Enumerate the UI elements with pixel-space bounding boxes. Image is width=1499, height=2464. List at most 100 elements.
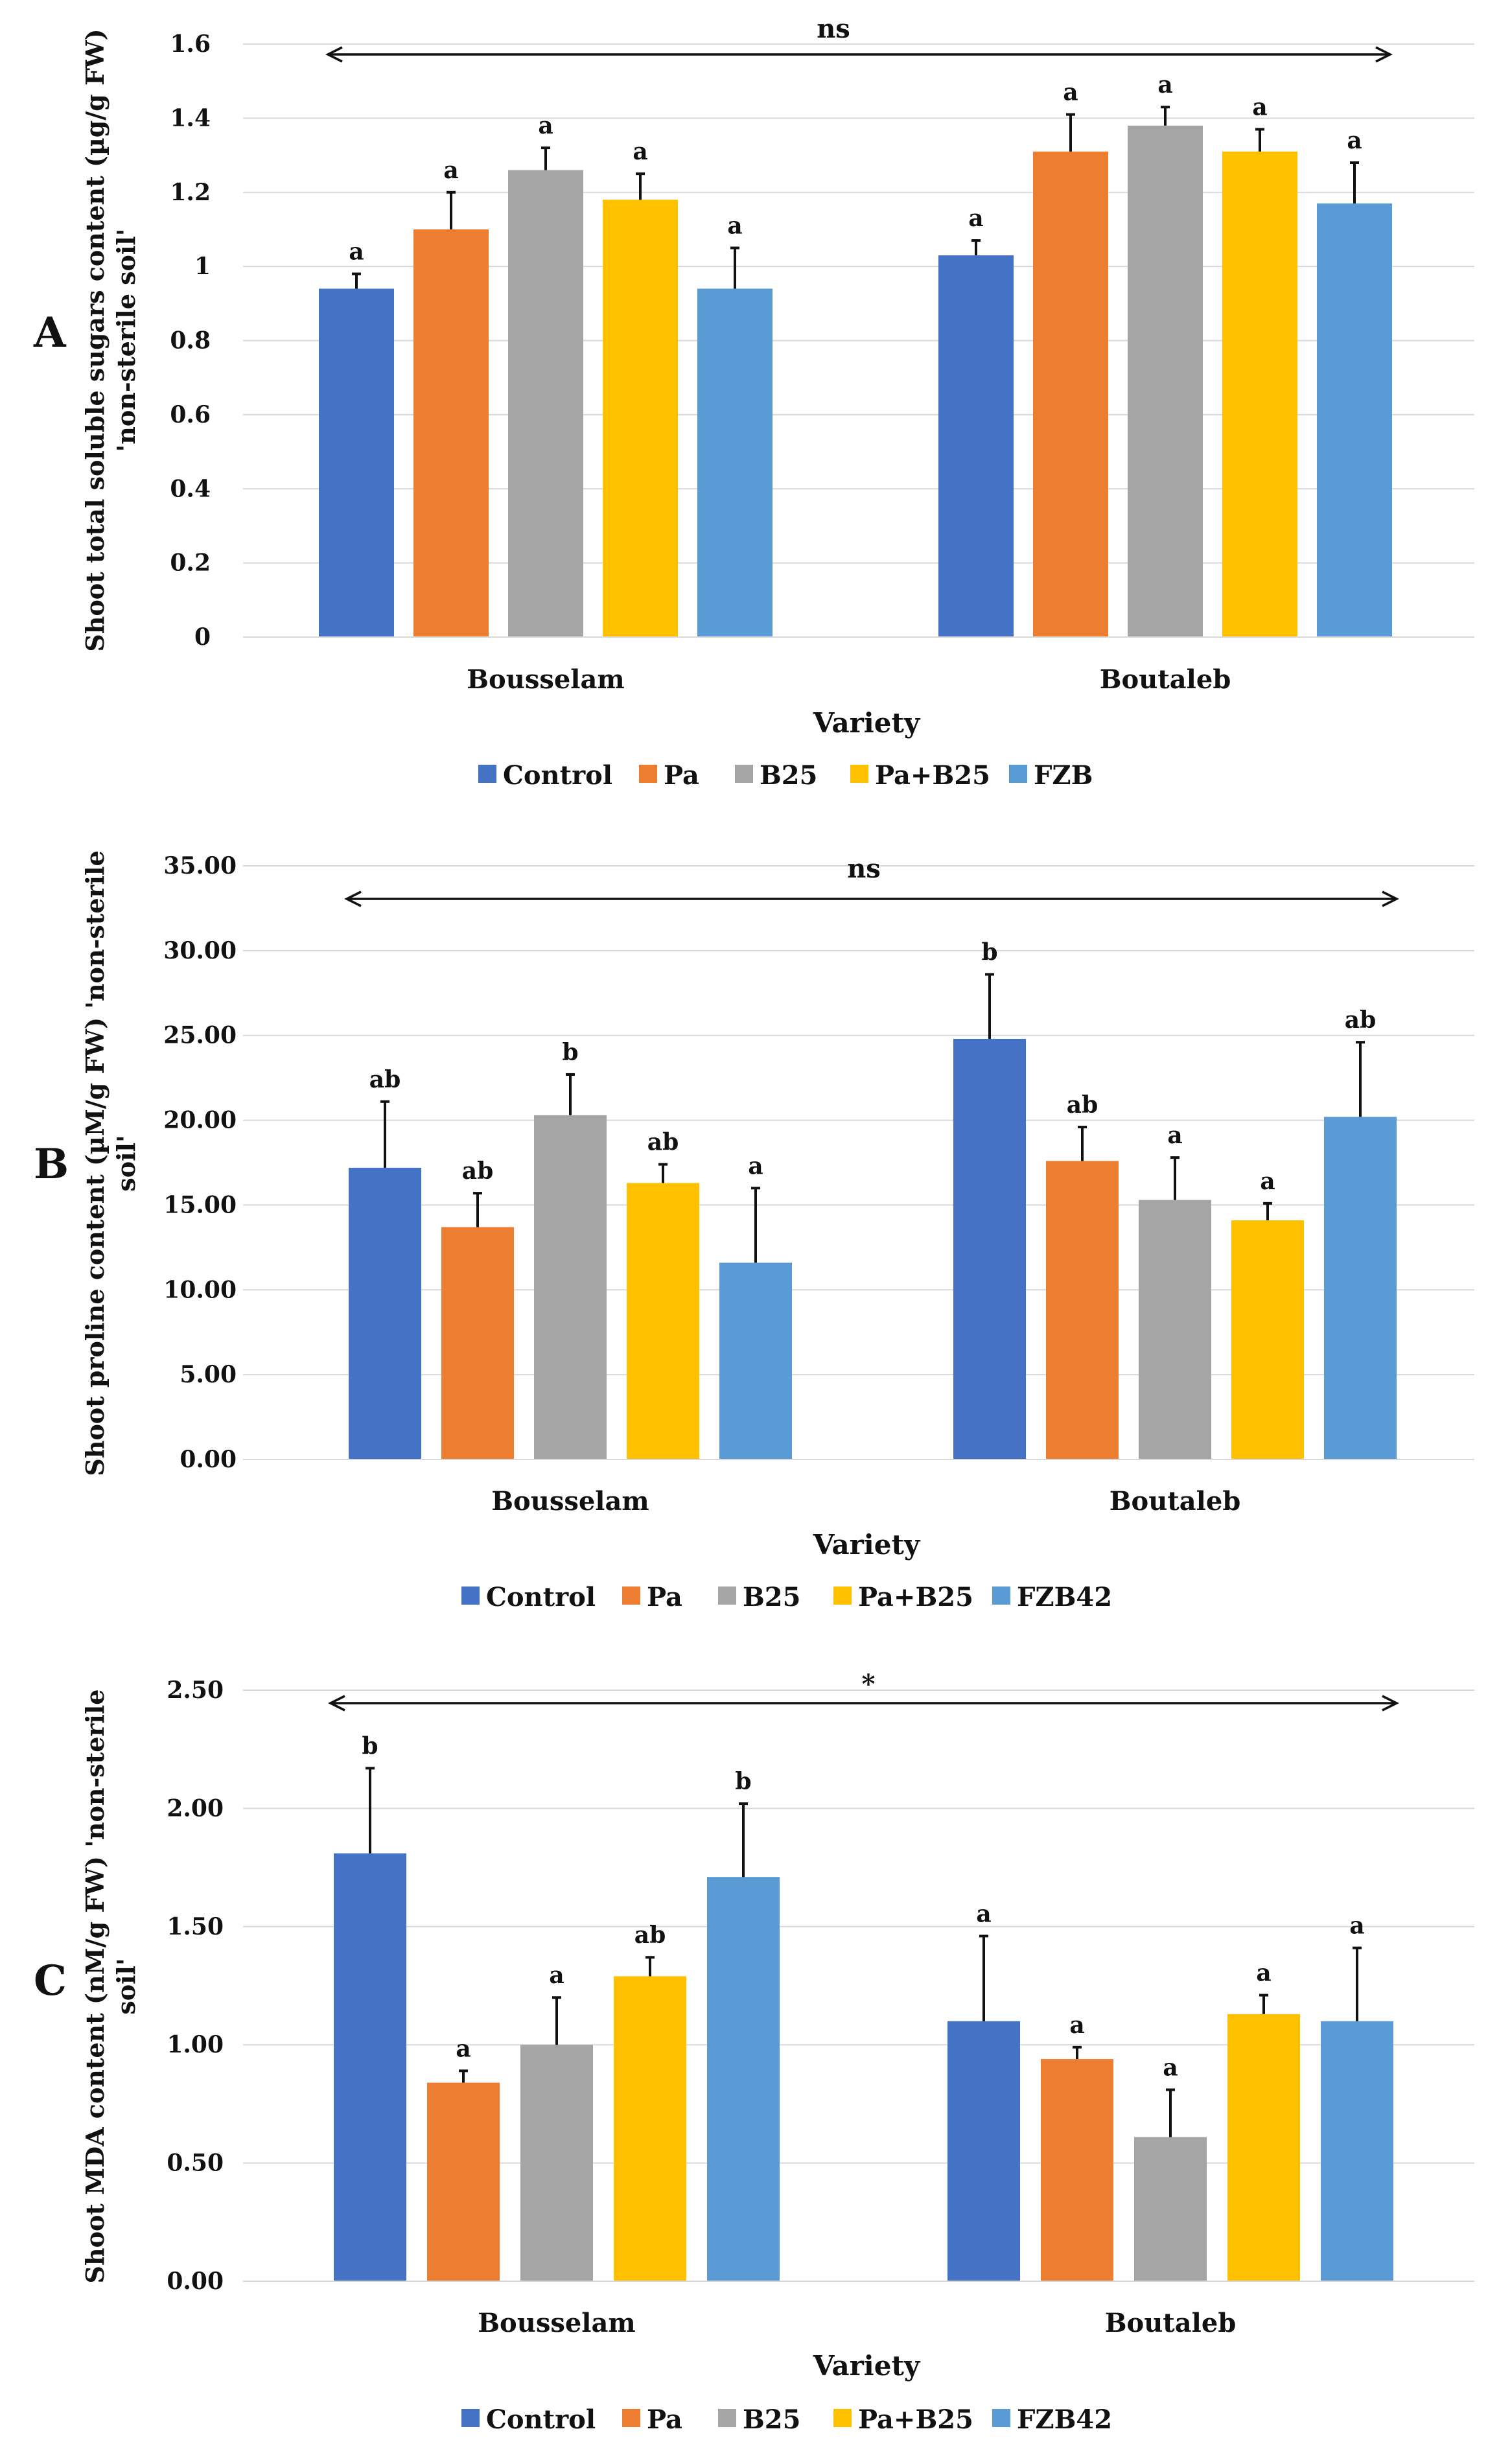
significance-letter: ab bbox=[1067, 1091, 1098, 1119]
bar-fzb-bousselam bbox=[697, 288, 773, 637]
bar-b25-bousselam bbox=[534, 1115, 607, 1459]
significance-letter: a bbox=[549, 1962, 564, 1989]
y-tick-label: 2.00 bbox=[167, 1795, 224, 1822]
legend-swatch bbox=[461, 1586, 480, 1605]
y-tick-label: 1.50 bbox=[167, 1913, 224, 1940]
legend-swatch bbox=[718, 1586, 736, 1605]
significance-letter: a bbox=[456, 2035, 471, 2062]
legend-swatch bbox=[622, 1586, 640, 1605]
x-axis-title: Variety bbox=[813, 2350, 921, 2382]
legend-swatch bbox=[478, 765, 496, 783]
y-axis-title-line: soil' bbox=[111, 1135, 141, 1191]
significance-letter: ab bbox=[647, 1129, 679, 1156]
bar-control-bousselam bbox=[319, 288, 394, 637]
bar-control-bousselam bbox=[334, 1853, 406, 2281]
y-axis-title: Shoot MDA content (nM/g FW) 'non-sterile… bbox=[80, 1690, 141, 2284]
significance-letter: a bbox=[1347, 127, 1362, 154]
bar-fzb42-boutaleb bbox=[1324, 1117, 1397, 1459]
y-axis-title-line: 'non-sterile soil' bbox=[111, 229, 141, 452]
y-tick-label: 1 bbox=[194, 253, 211, 280]
significance-letter: a bbox=[748, 1152, 763, 1180]
significance-letter: a bbox=[633, 138, 647, 165]
x-tick-label: Bousselam bbox=[478, 2308, 636, 2338]
panel-c-chart: 0.000.501.001.502.002.50baaaaaababaBouss… bbox=[34, 1669, 1474, 2435]
y-axis-title-line: soil' bbox=[111, 1958, 141, 2014]
y-tick-label: 1.6 bbox=[170, 30, 211, 58]
arrow-head-left bbox=[325, 46, 343, 63]
bar-pa-bousselam bbox=[413, 229, 489, 637]
significance-letter: a bbox=[1163, 2054, 1178, 2082]
legend-swatch bbox=[1009, 765, 1027, 783]
bar-b25-bousselam bbox=[508, 170, 583, 637]
y-tick-label: 0.8 bbox=[170, 327, 211, 354]
significance-letter: b bbox=[735, 1768, 751, 1795]
overall-significance: * bbox=[862, 1669, 876, 1699]
x-axis-title: Variety bbox=[813, 707, 921, 739]
bar-fzb42-bousselam bbox=[719, 1262, 792, 1459]
bar-fzb-boutaleb bbox=[1317, 203, 1392, 637]
legend-swatch bbox=[735, 765, 753, 783]
arrow-head-left bbox=[328, 1695, 345, 1712]
y-axis-title: Shoot proline content (µM/g FW) 'non-ste… bbox=[80, 850, 141, 1476]
y-tick-label: 0.00 bbox=[167, 2268, 224, 2295]
bar-control-bousselam bbox=[349, 1167, 421, 1459]
arrow-head-right bbox=[1375, 46, 1393, 63]
legend-swatch bbox=[833, 2409, 852, 2427]
legend-swatch bbox=[992, 1586, 1010, 1605]
bar-pa-bousselam bbox=[427, 2082, 500, 2281]
legend-entry-label: Control bbox=[503, 760, 612, 791]
legend-entry-label: B25 bbox=[743, 1582, 800, 1612]
bar-fzb42-boutaleb bbox=[1321, 2021, 1393, 2281]
significance-letter: a bbox=[1349, 1912, 1364, 1940]
y-tick-label: 30.00 bbox=[163, 937, 237, 964]
significance-letter: a bbox=[1157, 71, 1172, 99]
significance-letter: ab bbox=[369, 1066, 401, 1093]
bar-b25-boutaleb bbox=[1134, 2137, 1207, 2281]
significance-letter: a bbox=[1069, 2012, 1084, 2039]
legend-entry-label: Pa+B25 bbox=[875, 760, 990, 791]
overall-significance: ns bbox=[817, 14, 850, 44]
significance-letter: a bbox=[349, 238, 364, 266]
bar-pa-boutaleb bbox=[1046, 1161, 1119, 1459]
x-tick-label: Boutaleb bbox=[1105, 2308, 1237, 2338]
y-tick-label: 0.6 bbox=[170, 401, 211, 428]
bar-control-boutaleb bbox=[947, 2021, 1020, 2281]
arrow-head-right bbox=[1382, 1695, 1399, 1712]
x-axis-title: Variety bbox=[813, 1529, 921, 1561]
bar-b25-bousselam bbox=[520, 2045, 593, 2281]
legend-entry-label: FZB bbox=[1034, 760, 1093, 791]
legend-swatch bbox=[461, 2409, 480, 2427]
legend-entry-label: B25 bbox=[743, 2404, 800, 2435]
y-tick-label: 2.50 bbox=[167, 1677, 224, 1704]
y-tick-label: 0 bbox=[194, 623, 211, 651]
legend-swatch bbox=[850, 765, 868, 783]
y-tick-label: 5.00 bbox=[180, 1361, 237, 1388]
legend-entry-label: Control bbox=[486, 2404, 596, 2435]
legend-entry-label: FZB42 bbox=[1017, 2404, 1112, 2435]
panel-letter: C bbox=[34, 1957, 67, 2005]
arrow-head-left bbox=[344, 890, 362, 907]
y-tick-label: 0.2 bbox=[170, 550, 211, 577]
legend-entry-label: Control bbox=[486, 1582, 596, 1612]
x-tick-label: Boutaleb bbox=[1110, 1486, 1241, 1517]
significance-letter: b bbox=[362, 1732, 378, 1760]
y-tick-label: 0.4 bbox=[170, 475, 211, 502]
bar-pa-b25-bousselam bbox=[627, 1183, 699, 1459]
x-tick-label: Bousselam bbox=[467, 664, 625, 695]
x-tick-label: Boutaleb bbox=[1100, 664, 1231, 695]
legend-entry-label: Pa bbox=[664, 760, 699, 791]
y-tick-label: 10.00 bbox=[163, 1276, 237, 1303]
bar-pa-boutaleb bbox=[1033, 151, 1108, 637]
panel-b-chart: 0.005.0010.0015.0020.0025.0030.0035.00ab… bbox=[34, 850, 1474, 1612]
bar-b25-boutaleb bbox=[1128, 125, 1203, 637]
significance-letter: a bbox=[538, 112, 553, 139]
legend-swatch bbox=[992, 2409, 1010, 2427]
significance-letter: a bbox=[968, 205, 983, 232]
y-tick-label: 0.50 bbox=[167, 2150, 224, 2177]
bar-control-boutaleb bbox=[938, 255, 1014, 637]
y-axis-title-line: Shoot proline content (µM/g FW) 'non-ste… bbox=[80, 850, 110, 1476]
x-tick-label: Bousselam bbox=[491, 1486, 649, 1517]
arrow-head-right bbox=[1382, 890, 1399, 907]
legend-entry-label: Pa+B25 bbox=[858, 1582, 973, 1612]
